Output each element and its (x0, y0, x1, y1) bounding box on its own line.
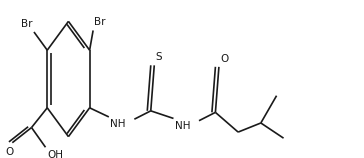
Text: NH: NH (110, 119, 125, 129)
Text: O: O (220, 54, 228, 64)
Text: Br: Br (21, 19, 32, 29)
Text: Br: Br (94, 17, 105, 27)
Text: S: S (155, 52, 162, 62)
Text: O: O (5, 147, 13, 157)
Text: NH: NH (174, 121, 190, 131)
Text: OH: OH (47, 150, 63, 158)
